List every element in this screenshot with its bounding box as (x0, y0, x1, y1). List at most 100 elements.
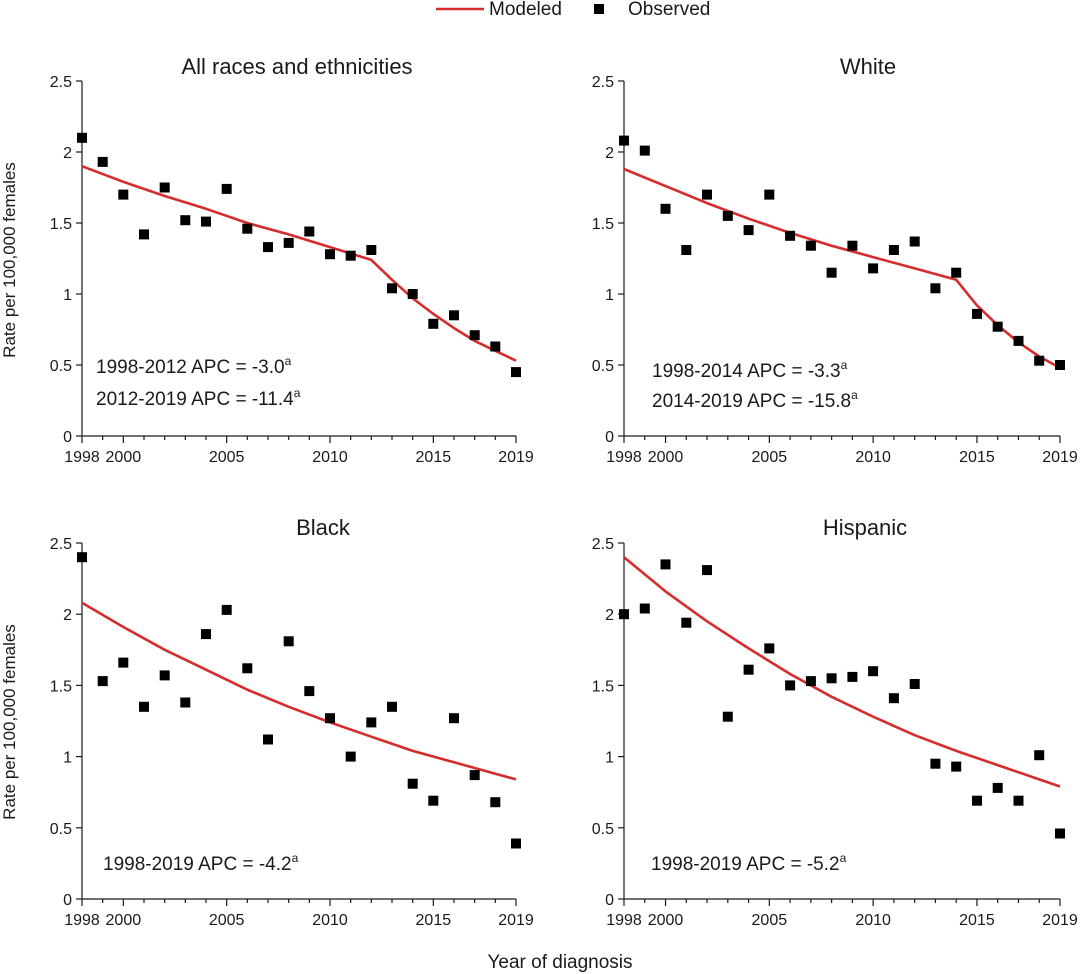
legend-observed-label: Observed (628, 0, 710, 20)
x-tick-label: 2005 (752, 912, 788, 929)
observed-point (639, 603, 650, 614)
y-tick-label: 2 (605, 607, 614, 624)
y-tick-label: 2.5 (50, 74, 72, 91)
apc-superscript: a (841, 358, 848, 372)
observed-point (681, 245, 692, 255)
y-tick-label: 2.5 (592, 74, 614, 91)
observed-point (702, 189, 712, 200)
observed-point (1055, 360, 1065, 370)
chart-title: Hispanic (823, 515, 907, 540)
y-tick-label: 1.5 (50, 678, 72, 695)
x-tick-label: 1998 (606, 449, 642, 466)
x-tick-label: 2005 (209, 912, 245, 929)
observed-point (805, 240, 816, 251)
x-tick-label: 2015 (416, 449, 452, 466)
x-tick-label: 2000 (648, 912, 684, 929)
observed-point (97, 156, 108, 167)
observed-point (180, 697, 191, 708)
y-tick-label: 2.5 (50, 536, 72, 553)
observed-point (387, 701, 397, 712)
y-tick-label: 1 (63, 287, 72, 304)
observed-point (681, 617, 692, 628)
modeled-line (81, 601, 517, 781)
apc-superscript: a (851, 388, 858, 402)
modeled-line (81, 164, 517, 362)
observed-point (490, 341, 501, 352)
observed-point (1013, 335, 1024, 346)
y-tick-label: 1.5 (592, 216, 614, 233)
y-tick-label: 0.5 (592, 821, 614, 838)
observed-point (283, 636, 294, 647)
legend-modeled-label: Modeled (489, 0, 562, 20)
observed-point (490, 797, 501, 808)
y-tick-label: 1.5 (592, 678, 614, 695)
observed-point (159, 670, 170, 681)
x-tick-label: 1998 (64, 912, 100, 929)
observed-point (992, 782, 1003, 793)
chart-title: White (840, 54, 896, 79)
observed-point (619, 135, 629, 146)
y-axis-label-top: Rate per 100,000 females (0, 162, 19, 358)
modeled-line (623, 556, 1061, 788)
observed-point (407, 289, 418, 299)
observed-point (201, 216, 211, 227)
legend: Modeled Observed (436, 0, 710, 20)
x-tick-label: 2019 (1042, 912, 1078, 929)
observed-point (764, 189, 775, 200)
x-tick-label: 2015 (959, 449, 995, 466)
observed-point (785, 230, 796, 241)
chart-title: All races and ethnicities (181, 54, 412, 79)
chart-panel-3: Hispanic 0 0.5 1 1.5 2 2.5 1998 2000 2005 2010 2015… (592, 515, 1078, 929)
observed-point (909, 236, 920, 247)
x-tick-label: 2010 (312, 449, 348, 466)
observed-point (139, 229, 149, 240)
observed-point (511, 838, 521, 849)
observed-point (909, 679, 920, 689)
observed-point (702, 565, 712, 576)
observed-point (97, 676, 108, 687)
observed-point (972, 795, 982, 806)
x-tick-label: 2019 (498, 912, 534, 929)
observed-point (449, 713, 459, 724)
observed-point (805, 676, 816, 687)
y-tick-label: 2 (605, 145, 614, 162)
y-tick-label: 0 (63, 892, 72, 909)
observed-point (1034, 750, 1045, 761)
observed-point (180, 215, 191, 226)
y-tick-label: 0 (605, 429, 614, 446)
observed-point (972, 308, 982, 319)
observed-point (325, 249, 335, 260)
observed-point (785, 680, 796, 691)
observed-point (407, 778, 418, 789)
y-axis-label-bottom: Rate per 100,000 females (0, 624, 19, 820)
observed-point (660, 203, 671, 214)
observed-point (283, 237, 294, 248)
observed-point (764, 643, 775, 654)
observed-point (639, 145, 650, 156)
y-tick-label: 1.5 (50, 216, 72, 233)
observed-point (366, 245, 377, 255)
apc-superscript: a (294, 386, 301, 400)
observed-point (77, 132, 87, 143)
x-tick-label: 2015 (959, 912, 995, 929)
apc-annotation: 1998-2019 APC = -5.2a (651, 851, 847, 875)
y-tick-label: 0 (63, 429, 72, 446)
observed-point (951, 267, 962, 278)
observed-point (930, 283, 941, 294)
x-tick-label: 2015 (416, 912, 452, 929)
observed-point (847, 671, 858, 682)
x-tick-label: 2010 (312, 912, 348, 929)
observed-point (1034, 355, 1045, 366)
observed-point (159, 182, 170, 193)
observed-point (868, 666, 879, 677)
y-tick-label: 2 (63, 145, 72, 162)
observed-point (345, 751, 356, 762)
y-tick-label: 1 (605, 750, 614, 767)
observed-point (304, 686, 315, 697)
observed-point (1013, 795, 1024, 806)
apc-annotation: 1998-2019 APC = -4.2a (103, 851, 299, 875)
x-axis-label: Year of diagnosis (487, 952, 632, 973)
apc-superscript: a (285, 354, 292, 368)
modeled-line (623, 167, 1061, 369)
observed-point (1055, 828, 1065, 839)
